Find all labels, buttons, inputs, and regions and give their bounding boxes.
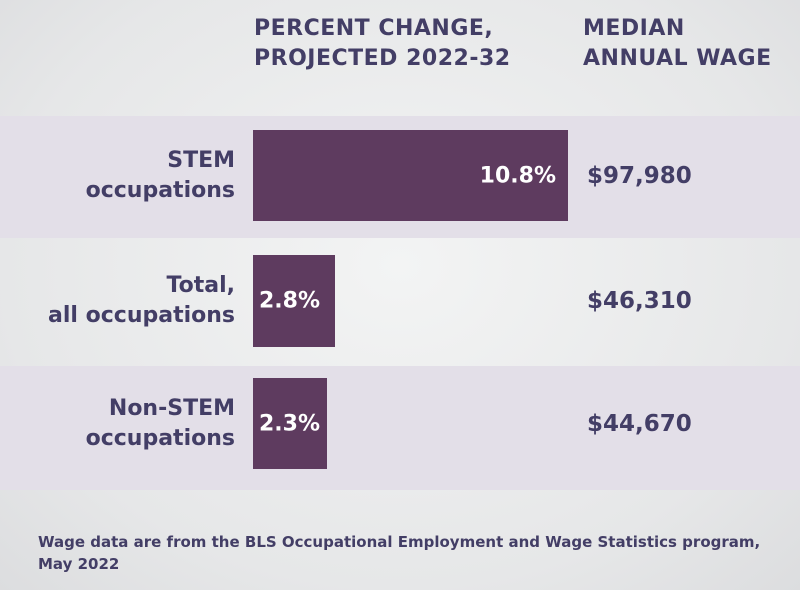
row-band: [0, 366, 800, 490]
category-label-line: Non-STEM: [108, 395, 235, 421]
footnote: Wage data are from the BLS Occupational …: [38, 533, 761, 573]
category-label-line: Total,: [166, 273, 235, 298]
median-wage-header-line1: MEDIAN: [583, 16, 685, 41]
bar-value-label: 10.8%: [479, 163, 556, 188]
category-label: Total, all occupations: [5, 271, 235, 331]
bar: 2.3%: [253, 378, 327, 469]
bar-value-label: 2.3%: [259, 411, 321, 436]
percent-change-header-line1: PERCENT CHANGE,: [254, 16, 494, 41]
median-wage-value: $97,980: [587, 162, 692, 189]
category-label-line: occupations: [85, 177, 235, 203]
category-label-line: all occupations: [48, 303, 235, 328]
category-label-line: occupations: [85, 425, 235, 451]
category-label-line: STEM: [167, 147, 235, 173]
median-wage-value: $44,670: [587, 410, 692, 437]
percent-change-header-line2: PROJECTED 2022-32: [254, 46, 511, 71]
bar: 2.8%: [253, 255, 335, 347]
median-wage-header-line2: ANNUAL WAGE: [583, 46, 772, 71]
median-wage-column-header: MEDIAN ANNUAL WAGE: [583, 14, 772, 74]
bar: 10.8%: [253, 130, 568, 221]
bar-value-label: 2.8%: [259, 288, 321, 314]
category-label: Non-STEM occupations: [5, 394, 235, 454]
percent-change-column-header: PERCENT CHANGE, PROJECTED 2022-32: [254, 14, 511, 74]
median-wage-value: $46,310: [587, 288, 692, 314]
category-label: STEM occupations: [5, 146, 235, 206]
